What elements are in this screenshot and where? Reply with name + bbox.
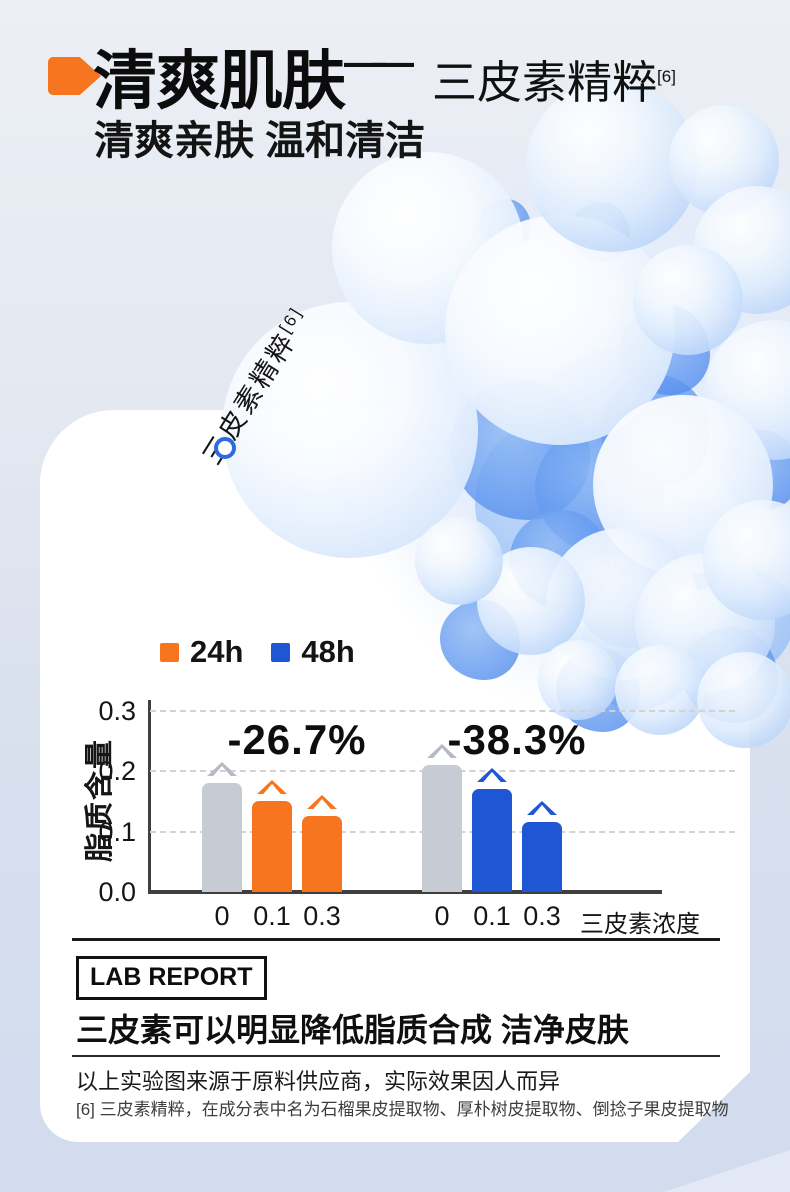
legend-swatch-icon: [271, 642, 291, 662]
y-tick-label: 0.3: [98, 695, 136, 726]
x-tick-label: 0.3: [523, 901, 561, 931]
chart-bar: [202, 783, 242, 892]
chart-bar: [302, 816, 342, 892]
chart-legend: 24h 48h: [160, 634, 355, 670]
y-tick-label: 0.2: [98, 756, 136, 786]
y-axis-line: [148, 700, 151, 894]
divider-bottom: [72, 1055, 720, 1057]
legend-item: 48h: [271, 634, 355, 670]
y-tick-label: 0.1: [98, 816, 136, 847]
page-title: 清爽肌肤: [93, 45, 346, 117]
x-tick-label: 0.1: [253, 901, 291, 931]
x-tick-label: 0.3: [303, 901, 341, 931]
y-tick-label: 0.0: [98, 877, 136, 907]
legend-label: 24h: [190, 634, 244, 669]
legend-swatch-icon: [160, 642, 179, 662]
significance-caret-icon: [527, 801, 557, 815]
chart-bar: [472, 789, 512, 892]
lab-conclusion: 三皮素可以明显降低脂质合成 洁净皮肤: [76, 1012, 629, 1048]
disclaimer-line: 以上实验图来源于原料供应商，实际效果因人而异: [76, 1069, 561, 1094]
chart-bar: [422, 765, 462, 892]
chart-bar: [252, 801, 292, 892]
chart-bar: [522, 822, 562, 892]
x-tick-label: 0: [434, 901, 450, 931]
significance-caret-icon: [207, 762, 237, 776]
x-axis-label: 三皮素浓度: [580, 911, 700, 938]
significance-caret-icon: [257, 780, 287, 794]
significance-caret-icon: [307, 795, 337, 809]
footnote-line: [6] 三皮素精粹，在成分表中名为石榴果皮提取物、厚朴树皮提取物、倒捻子果皮提取…: [76, 1100, 729, 1119]
gridline: [150, 709, 735, 712]
divider-top: [72, 938, 720, 941]
x-axis-line: [148, 890, 662, 894]
reduction-annotation: -26.7%: [227, 716, 367, 763]
reduction-annotation: -38.3%: [447, 716, 587, 763]
legend-label: 48h: [301, 634, 355, 669]
x-tick-label: 0.1: [473, 901, 511, 931]
lab-report-badge: LAB REPORT: [76, 956, 267, 1000]
x-tick-label: 0: [214, 901, 230, 931]
legend-item: 24h: [160, 634, 243, 670]
